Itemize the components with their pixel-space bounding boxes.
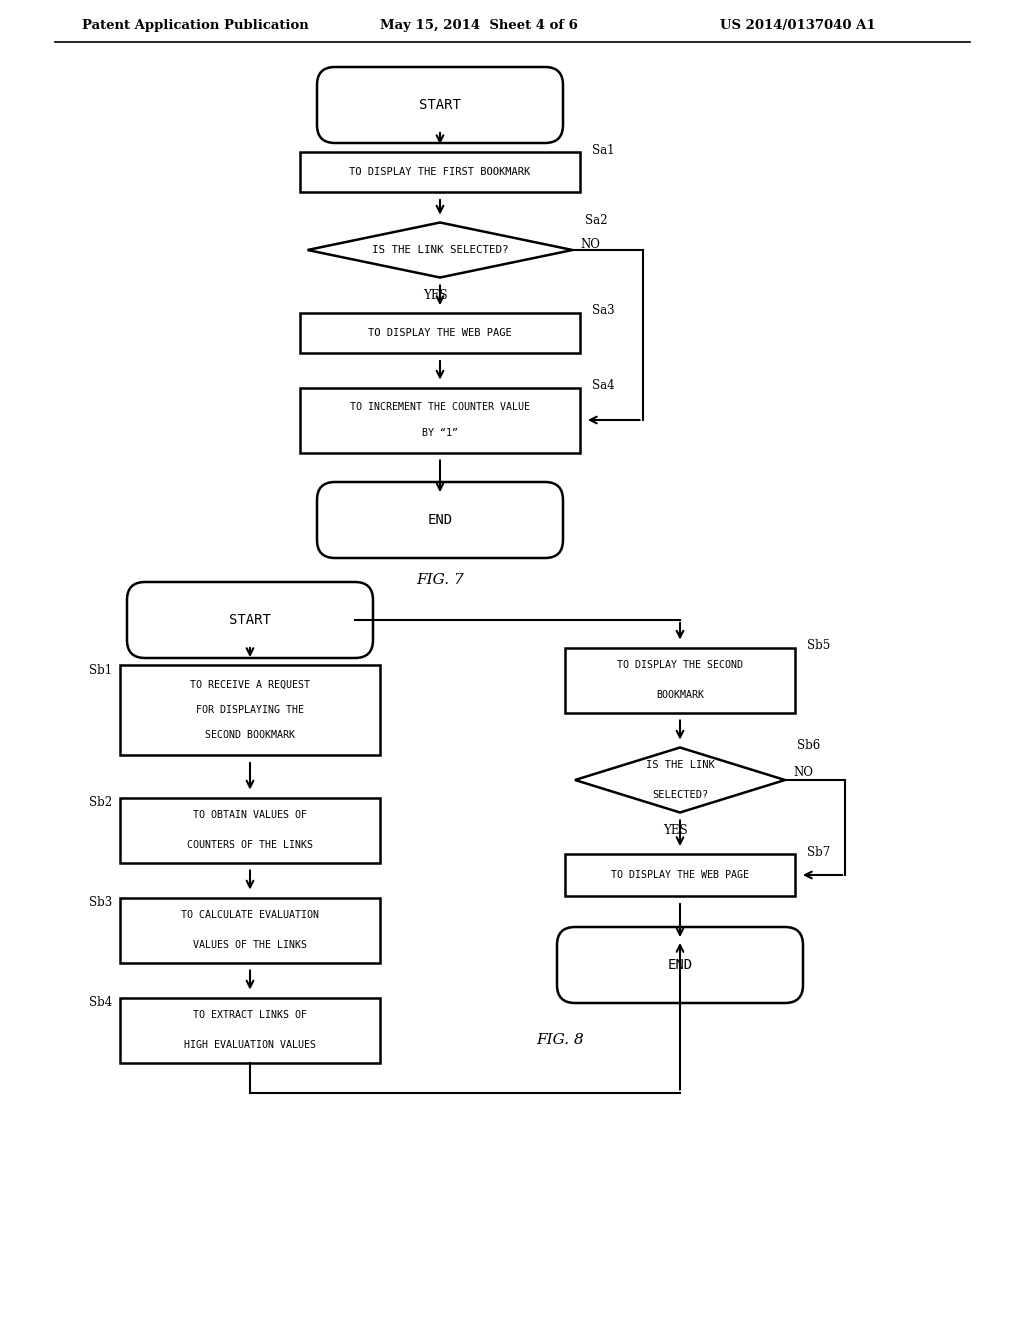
Text: FIG. 7: FIG. 7 xyxy=(416,573,464,587)
Text: Sa2: Sa2 xyxy=(585,214,607,227)
Text: FOR DISPLAYING THE: FOR DISPLAYING THE xyxy=(196,705,304,715)
Text: NO: NO xyxy=(793,766,813,779)
Text: Sb4: Sb4 xyxy=(89,997,112,1008)
FancyBboxPatch shape xyxy=(317,67,563,143)
Text: Sa1: Sa1 xyxy=(592,144,614,157)
Text: Sb2: Sb2 xyxy=(89,796,112,809)
Text: US 2014/0137040 A1: US 2014/0137040 A1 xyxy=(720,18,876,32)
Text: COUNTERS OF THE LINKS: COUNTERS OF THE LINKS xyxy=(187,840,313,850)
Text: Sb3: Sb3 xyxy=(89,896,112,909)
Text: May 15, 2014  Sheet 4 of 6: May 15, 2014 Sheet 4 of 6 xyxy=(380,18,578,32)
Text: TO EXTRACT LINKS OF: TO EXTRACT LINKS OF xyxy=(193,1010,307,1020)
Text: TO INCREMENT THE COUNTER VALUE: TO INCREMENT THE COUNTER VALUE xyxy=(350,403,530,412)
Text: BY “1”: BY “1” xyxy=(422,428,458,438)
FancyBboxPatch shape xyxy=(127,582,373,657)
Text: IS THE LINK: IS THE LINK xyxy=(645,760,715,770)
Text: TO OBTAIN VALUES OF: TO OBTAIN VALUES OF xyxy=(193,810,307,820)
Text: HIGH EVALUATION VALUES: HIGH EVALUATION VALUES xyxy=(184,1040,316,1049)
Polygon shape xyxy=(575,747,785,813)
Text: SECOND BOOKMARK: SECOND BOOKMARK xyxy=(205,730,295,741)
Bar xyxy=(565,648,795,713)
Text: Sb7: Sb7 xyxy=(807,846,830,858)
Bar xyxy=(300,313,580,352)
Text: Patent Application Publication: Patent Application Publication xyxy=(82,18,309,32)
Text: YES: YES xyxy=(663,824,687,837)
Text: FIG. 8: FIG. 8 xyxy=(537,1034,584,1047)
Text: VALUES OF THE LINKS: VALUES OF THE LINKS xyxy=(193,940,307,950)
Text: TO DISPLAY THE SECOND: TO DISPLAY THE SECOND xyxy=(617,660,743,671)
Bar xyxy=(565,854,795,896)
Text: TO RECEIVE A REQUEST: TO RECEIVE A REQUEST xyxy=(190,680,310,690)
Text: Sb6: Sb6 xyxy=(797,739,820,752)
Text: YES: YES xyxy=(423,289,447,302)
Text: END: END xyxy=(427,513,453,527)
Text: TO CALCULATE EVALUATION: TO CALCULATE EVALUATION xyxy=(181,909,319,920)
Text: SELECTED?: SELECTED? xyxy=(652,789,709,800)
Text: START: START xyxy=(229,612,271,627)
Polygon shape xyxy=(307,223,572,277)
Text: IS THE LINK SELECTED?: IS THE LINK SELECTED? xyxy=(372,246,508,255)
Text: TO DISPLAY THE WEB PAGE: TO DISPLAY THE WEB PAGE xyxy=(368,327,512,338)
Bar xyxy=(300,388,580,453)
FancyBboxPatch shape xyxy=(557,927,803,1003)
Text: Sb5: Sb5 xyxy=(807,639,830,652)
Bar xyxy=(120,797,380,862)
Bar xyxy=(120,898,380,962)
Bar xyxy=(120,998,380,1063)
Text: START: START xyxy=(419,98,461,112)
FancyBboxPatch shape xyxy=(317,482,563,558)
Text: NO: NO xyxy=(581,239,600,252)
Bar xyxy=(120,665,380,755)
Text: TO DISPLAY THE WEB PAGE: TO DISPLAY THE WEB PAGE xyxy=(611,870,749,880)
Text: Sa4: Sa4 xyxy=(592,379,614,392)
Text: BOOKMARK: BOOKMARK xyxy=(656,690,705,700)
Text: TO DISPLAY THE FIRST BOOKMARK: TO DISPLAY THE FIRST BOOKMARK xyxy=(349,168,530,177)
Text: Sb1: Sb1 xyxy=(89,664,112,676)
Bar xyxy=(300,152,580,191)
Text: Sa3: Sa3 xyxy=(592,305,614,318)
Text: END: END xyxy=(668,958,692,972)
